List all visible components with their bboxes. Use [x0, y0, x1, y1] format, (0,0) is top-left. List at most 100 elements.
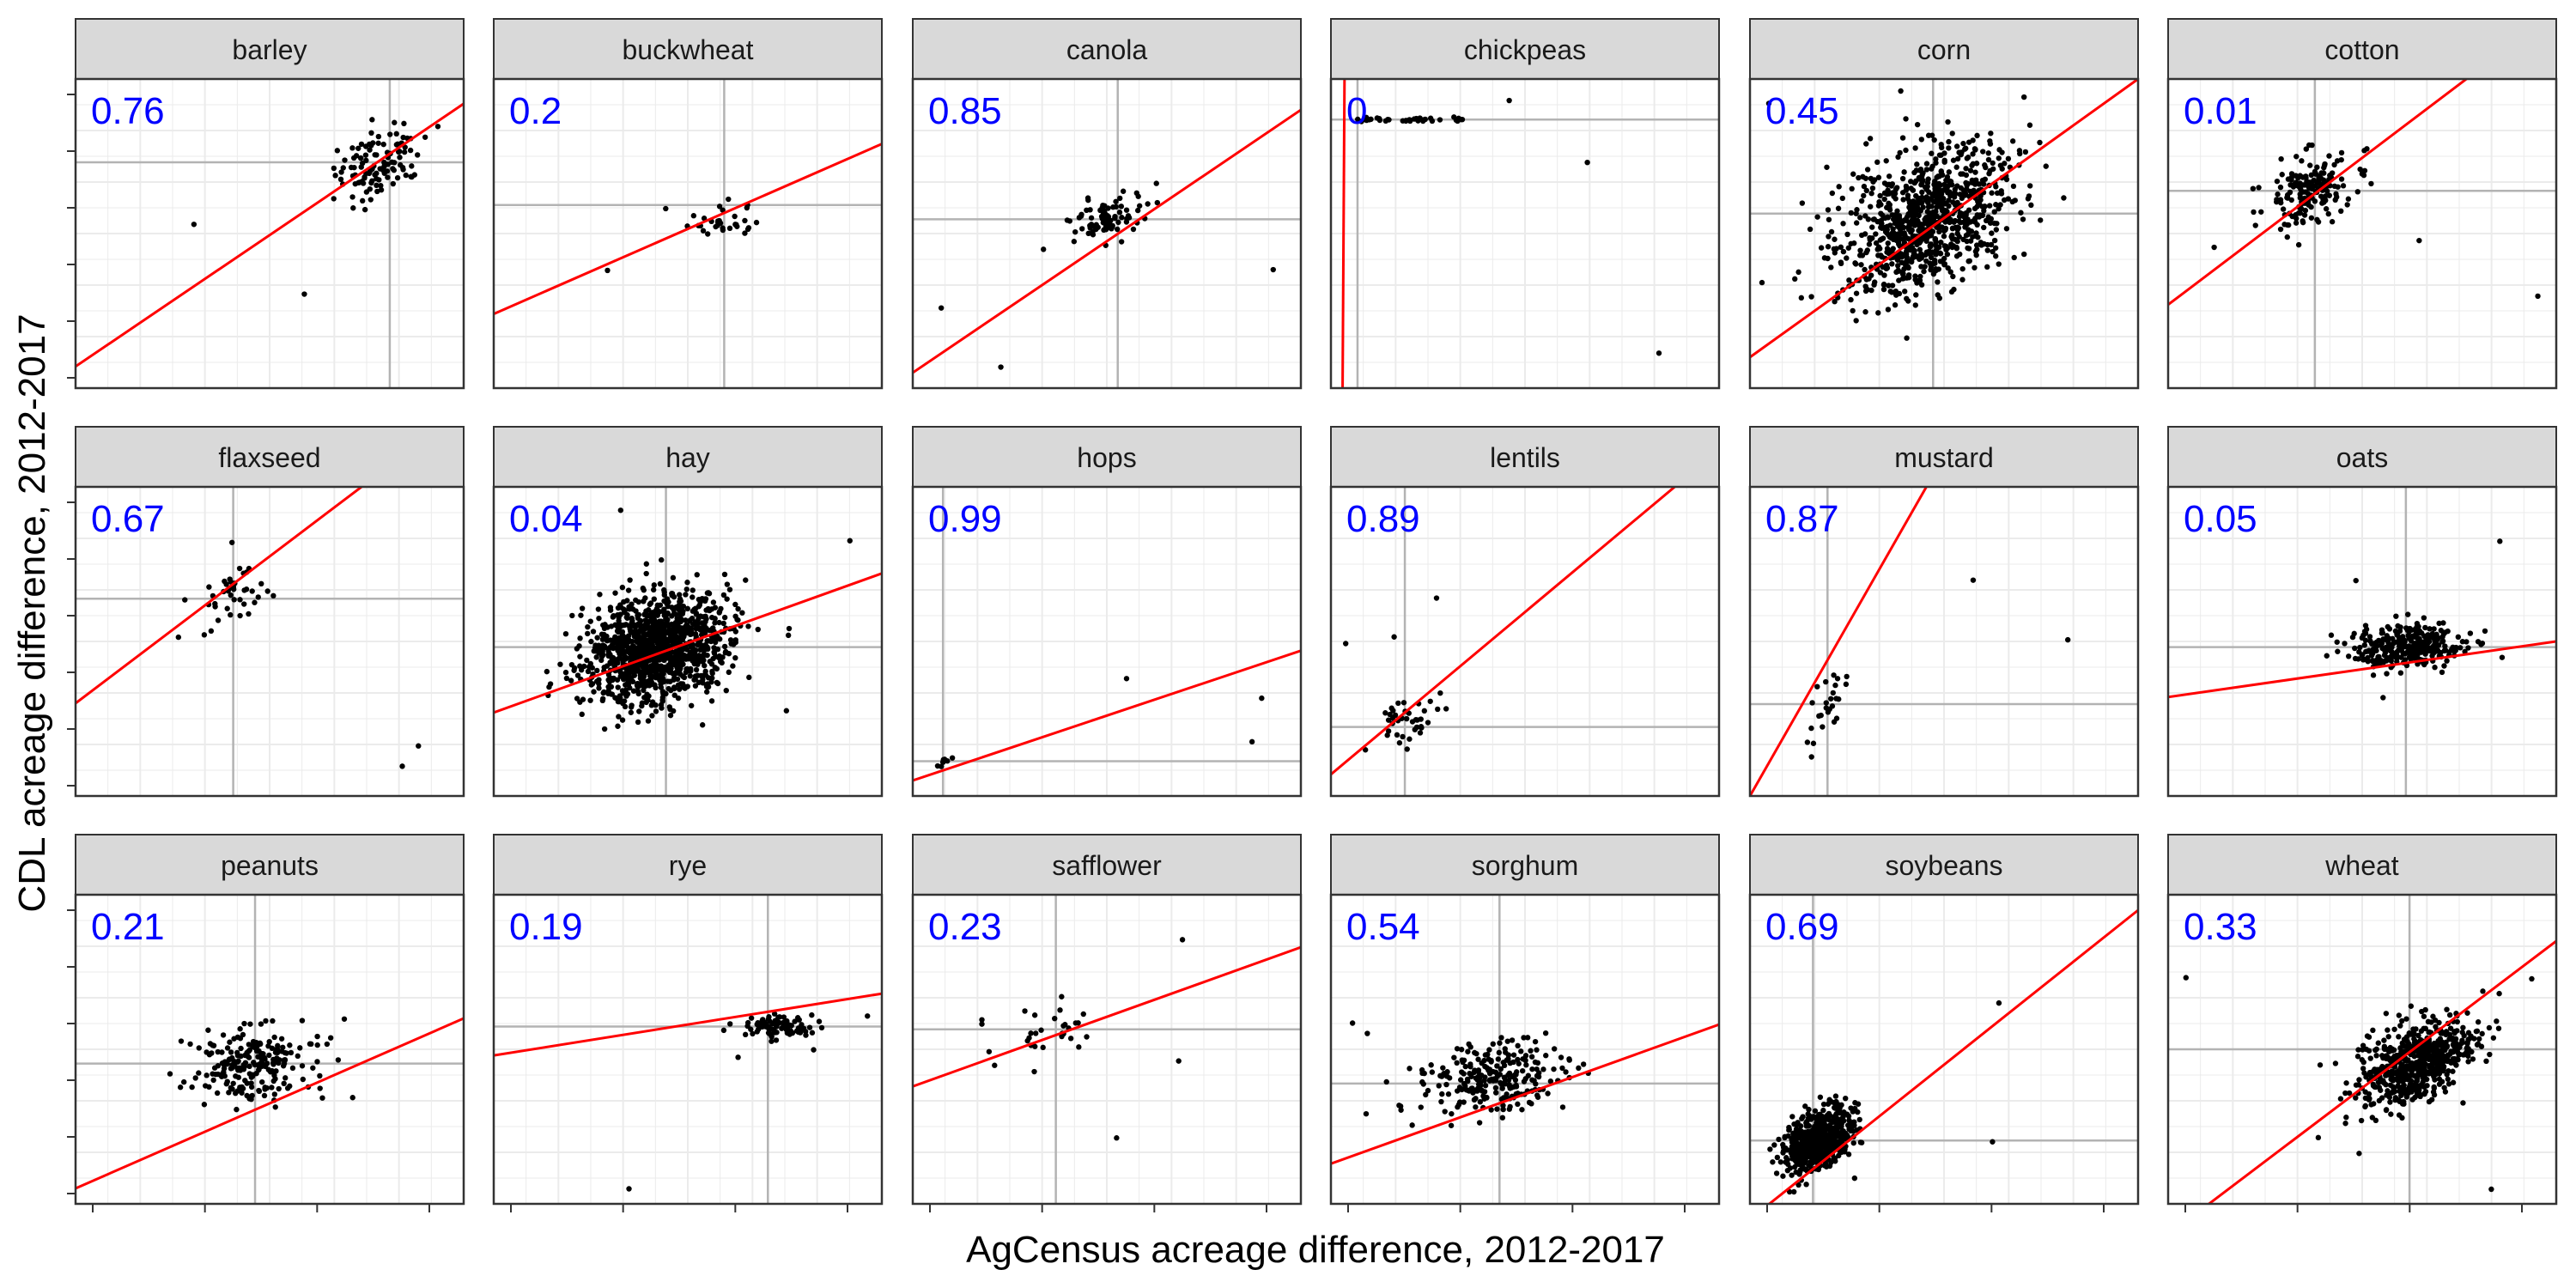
- data-point: [1417, 730, 1424, 736]
- facet-panel-corn: corn 0.45: [1748, 18, 2140, 390]
- data-point: [1980, 149, 1986, 155]
- facet-strip-label-cotton: cotton: [2324, 34, 2399, 65]
- facet-strip-label-sorghum: sorghum: [1472, 850, 1579, 881]
- data-point: [2478, 641, 2484, 647]
- data-point: [1885, 240, 1891, 246]
- data-point: [1090, 228, 1096, 235]
- data-point: [1059, 993, 1065, 999]
- data-point: [210, 1071, 216, 1077]
- data-point: [629, 678, 636, 685]
- data-point: [587, 618, 593, 624]
- data-point: [2301, 212, 2308, 218]
- data-point: [2411, 634, 2417, 640]
- data-point: [628, 709, 635, 715]
- data-point: [1903, 147, 1909, 154]
- data-point: [1826, 216, 1832, 222]
- facet-strip-label-canola: canola: [1066, 34, 1148, 65]
- data-point: [189, 1084, 195, 1091]
- data-point: [632, 668, 638, 675]
- data-point: [588, 638, 594, 645]
- data-point: [2314, 164, 2320, 170]
- data-point: [1908, 179, 1914, 185]
- data-point: [2312, 183, 2318, 189]
- data-point: [1438, 1073, 1445, 1079]
- facet-panel-hops: hops 0.99: [911, 426, 1303, 798]
- data-point: [1114, 1135, 1120, 1141]
- facet-panel-barley: barley 0.76: [67, 18, 465, 390]
- data-point: [1918, 264, 1924, 270]
- data-point: [317, 1085, 323, 1091]
- data-point: [1040, 1044, 1046, 1051]
- data-point: [342, 157, 348, 163]
- data-point: [1462, 1083, 1468, 1089]
- data-point: [712, 665, 718, 671]
- data-point: [605, 677, 611, 683]
- data-point: [648, 673, 654, 679]
- data-point: [1893, 196, 1899, 202]
- data-point: [1126, 215, 1133, 221]
- data-point: [402, 144, 408, 150]
- facet-strip-label-soybeans: soybeans: [1886, 850, 2003, 881]
- data-point: [1521, 1035, 1527, 1041]
- data-point: [1830, 1132, 1836, 1138]
- data-point: [224, 1045, 231, 1051]
- data-point: [1808, 725, 1814, 732]
- data-point: [1115, 226, 1121, 233]
- data-point: [696, 679, 702, 685]
- data-point: [727, 1021, 733, 1027]
- data-point: [721, 643, 728, 650]
- data-point: [1113, 198, 1119, 204]
- data-point: [252, 1044, 258, 1051]
- data-point: [381, 163, 387, 170]
- data-point: [1981, 224, 1987, 231]
- data-point: [196, 1045, 202, 1051]
- data-point: [670, 574, 677, 581]
- data-point: [1817, 1148, 1823, 1154]
- data-point: [2393, 613, 2399, 619]
- data-point: [2441, 630, 2447, 637]
- data-point: [1850, 1139, 1856, 1146]
- r-squared-label-hops: 0.99: [928, 498, 1002, 540]
- data-point: [705, 231, 711, 237]
- data-point: [1994, 221, 2000, 227]
- data-point: [1498, 1035, 1504, 1041]
- data-point: [651, 582, 657, 588]
- data-point: [1534, 1072, 1540, 1079]
- data-point: [391, 167, 398, 173]
- data-point: [227, 576, 233, 582]
- data-point: [1396, 739, 1403, 746]
- data-point: [653, 630, 659, 637]
- data-point: [1856, 1116, 1862, 1123]
- data-point: [1951, 219, 1957, 225]
- data-point: [1888, 183, 1894, 189]
- data-point: [2399, 1018, 2405, 1024]
- data-point: [1107, 222, 1113, 229]
- fit-line-flaxseed: [76, 487, 364, 705]
- data-point: [1914, 161, 1920, 167]
- data-point: [1031, 1068, 1037, 1075]
- data-point: [597, 592, 603, 598]
- data-point: [1403, 118, 1409, 125]
- data-point: [349, 1095, 355, 1101]
- data-point: [2037, 139, 2043, 146]
- data-point: [2323, 193, 2329, 199]
- data-point: [2384, 654, 2391, 661]
- data-point: [221, 1066, 228, 1072]
- r-squared-label-corn: 0.45: [1765, 90, 1839, 132]
- data-point: [2321, 170, 2327, 176]
- data-point: [1957, 219, 1964, 226]
- data-point: [622, 609, 628, 615]
- data-point: [649, 656, 656, 662]
- data-point: [1927, 260, 1933, 266]
- data-point: [1905, 235, 1911, 241]
- data-point: [671, 684, 677, 690]
- data-point: [275, 1042, 281, 1049]
- data-point: [1507, 1103, 1513, 1110]
- data-point: [1057, 1007, 1063, 1013]
- facet-panel-soybeans: soybeans 0.69: [1748, 834, 2140, 1212]
- data-point: [680, 608, 686, 615]
- data-point: [1934, 250, 1940, 257]
- data-point: [659, 689, 666, 695]
- data-point: [1955, 225, 1962, 231]
- data-point: [2325, 210, 2331, 217]
